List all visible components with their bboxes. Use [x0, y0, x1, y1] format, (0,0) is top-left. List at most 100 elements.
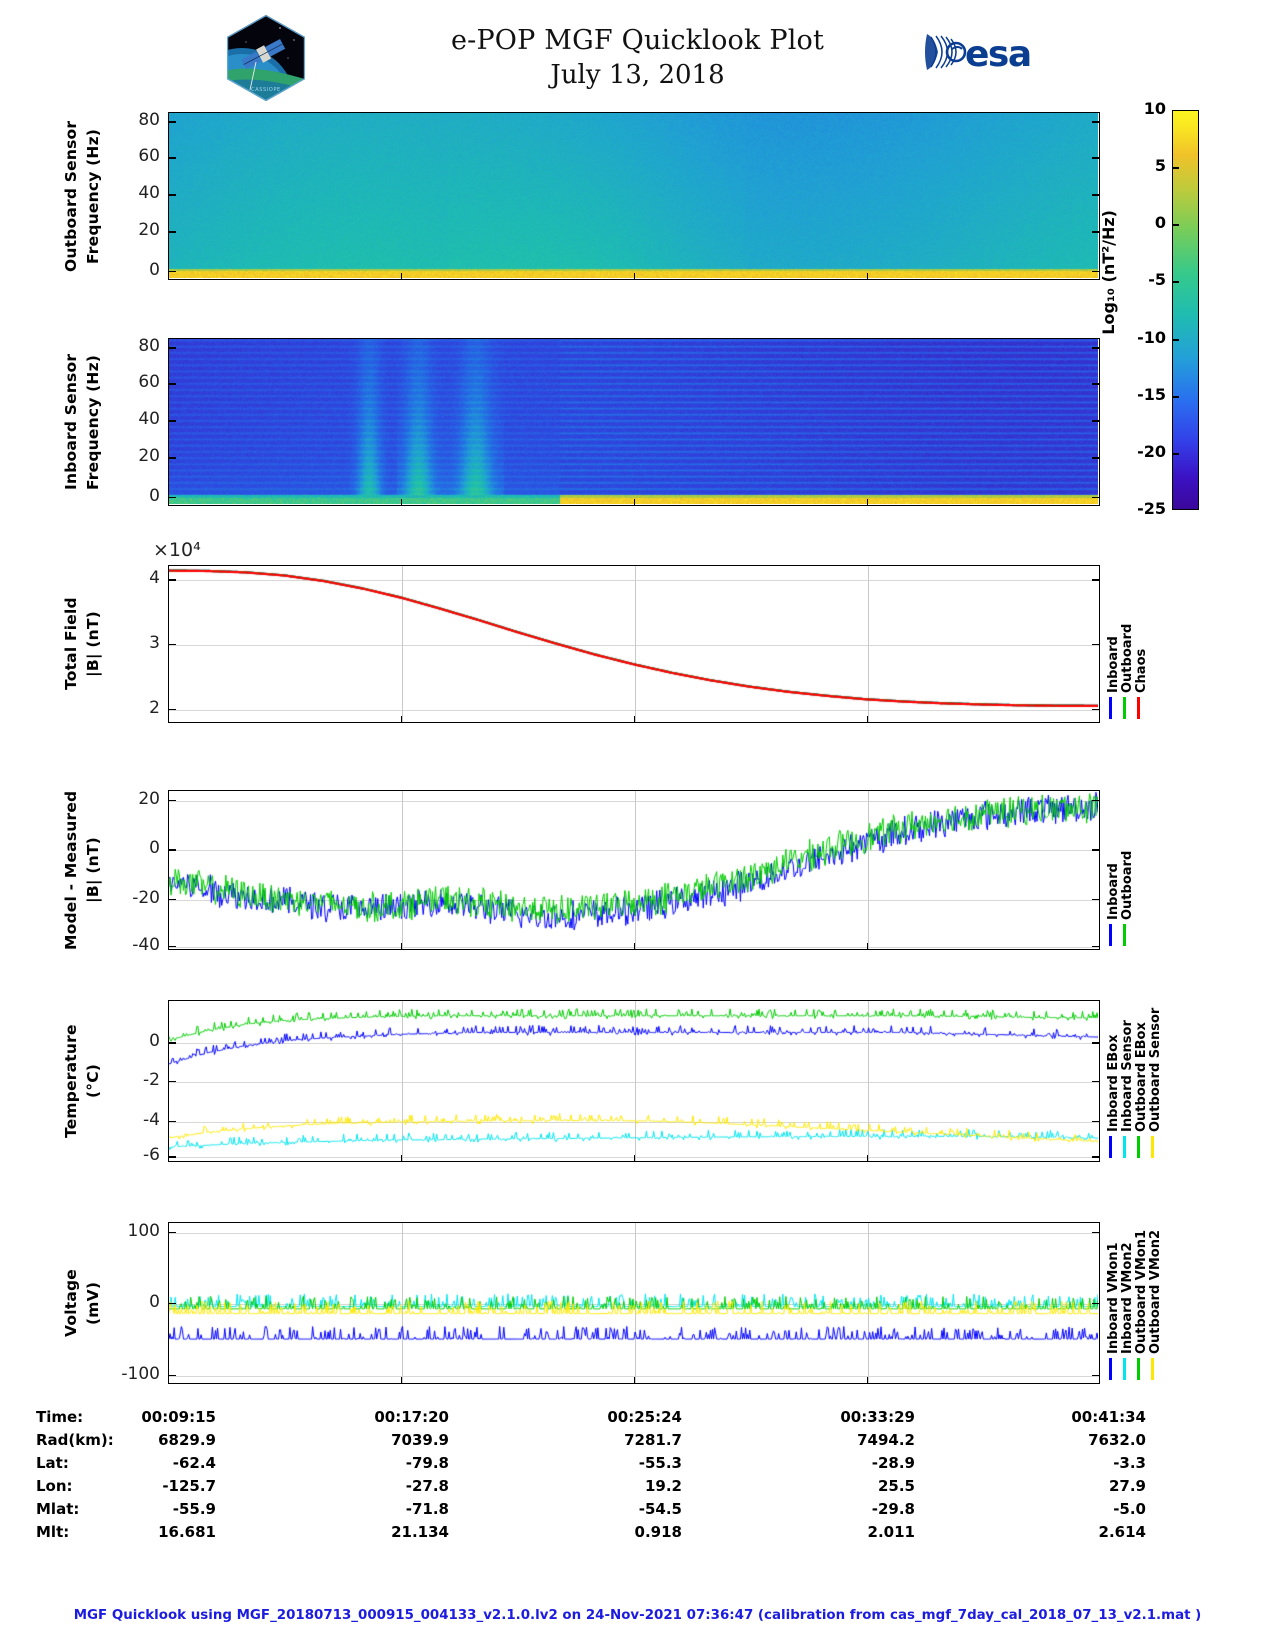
model-minus-measured-legend-label: Inboard — [1106, 863, 1121, 920]
voltage-ytick-mark — [168, 1303, 176, 1305]
temperature-legend-swatch — [1123, 1136, 1126, 1158]
colorbar-tick-mark — [1172, 281, 1179, 284]
model-minus-measured-legend-label: Outboard — [1120, 850, 1135, 920]
xtick-mark — [867, 499, 869, 506]
xtick-mark — [401, 1377, 403, 1384]
total-field-legend-label: Inboard — [1106, 636, 1121, 693]
inboard-spectrogram-ylabel-line2: Frequency (Hz) — [84, 354, 102, 490]
outboard-spectrogram-axes — [168, 112, 1100, 280]
outboard-spectrogram-ytick-mark — [168, 121, 176, 123]
ephemeris-value: 7632.0 — [1088, 1431, 1146, 1449]
model-minus-measured-ytick-mark — [1092, 946, 1100, 948]
inboard-spectrogram-ytick-mark — [168, 496, 176, 499]
ephemeris-value: 00:25:24 — [607, 1408, 682, 1426]
total-field-legend-swatch — [1137, 697, 1140, 719]
esa-logo-icon: esa — [925, 30, 1045, 75]
voltage-legend-label: Outboard VMon1 — [1134, 1229, 1149, 1354]
model-minus-measured-trace-canvas — [169, 791, 1098, 948]
outboard-spectrogram-ytick-label: 60 — [138, 146, 160, 167]
colorbar-tick-label: -5 — [1148, 270, 1166, 290]
total-field-legend-label: Chaos — [1134, 648, 1149, 693]
temperature-ytick-label: -6 — [143, 1145, 160, 1166]
voltage-ytick-label: 100 — [127, 1220, 160, 1241]
ephemeris-value: -3.3 — [1113, 1454, 1146, 1472]
ephemeris-value: 27.9 — [1108, 1477, 1146, 1495]
xtick-mark — [867, 943, 869, 950]
voltage-axes — [168, 1222, 1100, 1384]
model-minus-measured-ytick-mark — [168, 946, 176, 948]
footer-note: MGF Quicklook using MGF_20180713_000915_… — [73, 1608, 1202, 1623]
model-minus-measured-legend-swatch — [1109, 924, 1112, 946]
xtick-mark — [401, 499, 403, 506]
temperature-ylabel-line1: Temperature — [62, 1024, 80, 1138]
total-field-ytick-label: 2 — [149, 697, 160, 718]
temperature-ytick-label: -4 — [143, 1109, 160, 1130]
ephemeris-value: -79.8 — [405, 1454, 449, 1472]
inboard-spectrogram-ytick-mark — [168, 383, 176, 385]
ephemeris-value: 00:09:15 — [141, 1408, 216, 1426]
outboard-spectrogram-ytick-mark — [1092, 194, 1100, 196]
ephemeris-value: 7039.9 — [391, 1431, 449, 1449]
model-minus-measured-ytick-mark — [168, 799, 176, 801]
ephemeris-value: 7281.7 — [624, 1431, 682, 1449]
total-field-ylabel-line1: Total Field — [62, 597, 80, 691]
outboard-spectrogram-ytick-mark — [168, 231, 176, 233]
temperature-ytick-mark — [1092, 1042, 1100, 1044]
ephemeris-value: 2.614 — [1098, 1523, 1146, 1541]
ephemeris-value: -55.3 — [638, 1454, 682, 1472]
outboard-spectrogram-ylabel-line1: Outboard Sensor — [62, 120, 80, 272]
ephemeris-value: 00:33:29 — [840, 1408, 915, 1426]
temperature-axes — [168, 1000, 1100, 1162]
model-minus-measured-ytick-label: 0 — [149, 838, 160, 859]
xtick-mark — [634, 273, 636, 280]
ephemeris-row-label: Mlat: — [36, 1500, 80, 1518]
model-minus-measured-legend-swatch — [1123, 924, 1126, 946]
colorbar-tick-label: -15 — [1137, 384, 1166, 404]
ephemeris-row: Mlt: 16.681 21.134 0.918 2.011 2.614 — [0, 1523, 1275, 1546]
model-minus-measured-ytick-mark — [1092, 799, 1100, 801]
voltage-legend-swatch — [1137, 1358, 1140, 1380]
temperature-ytick-label: 0 — [149, 1031, 160, 1052]
ephemeris-value: -62.4 — [172, 1454, 216, 1472]
xtick-mark — [401, 273, 403, 280]
colorbar-tick-mark — [1172, 338, 1179, 341]
inboard-spectrogram-ytick-mark — [1092, 383, 1100, 385]
outboard-spectrogram-ytick-label: 40 — [138, 183, 160, 204]
temperature-legend-label: Inboard EBox — [1106, 1034, 1121, 1132]
outboard-spectrogram-ytick-mark — [168, 194, 176, 196]
ephemeris-value: 7494.2 — [857, 1431, 915, 1449]
ephemeris-table: Time: 00:09:15 00:17:20 00:25:24 00:33:29 00:… — [0, 1408, 1275, 1546]
voltage-ytick-mark — [1092, 1375, 1100, 1377]
ephemeris-value: -125.7 — [162, 1477, 216, 1495]
colorbar-tick-label: 0 — [1154, 213, 1166, 233]
total-field-ytick-mark — [168, 708, 176, 711]
voltage-legend-label: Inboard VMon2 — [1120, 1242, 1135, 1354]
total-field-trace-canvas — [169, 566, 1098, 721]
total-field-ytick-mark — [1092, 708, 1100, 711]
xtick-mark — [634, 716, 636, 723]
colorbar-tick-mark — [1172, 167, 1179, 170]
colorbar-tick-label: -10 — [1137, 327, 1166, 347]
ephemeris-row-label: Lat: — [36, 1454, 69, 1472]
voltage-ytick-mark — [1092, 1231, 1100, 1234]
colorbar-tick-mark — [1172, 452, 1179, 455]
ephemeris-row-label: Lon: — [36, 1477, 73, 1495]
inboard-spectrogram-ytick-label: 40 — [138, 409, 160, 430]
temperature-legend-swatch — [1109, 1136, 1112, 1158]
voltage-ytick-mark — [1092, 1303, 1100, 1305]
temperature-legend-swatch — [1137, 1136, 1140, 1158]
model-minus-measured-ytick-mark — [168, 898, 176, 901]
xtick-mark — [867, 716, 869, 723]
xtick-mark — [867, 1377, 869, 1384]
ephemeris-row: Mlat: -55.9 -71.8 -54.5 -29.8 -5.0 — [0, 1500, 1275, 1523]
outboard-spectrogram-ytick-mark — [1092, 270, 1100, 273]
colorbar-tick-label: 10 — [1143, 99, 1166, 118]
voltage-legend-label: Inboard VMon1 — [1106, 1242, 1121, 1354]
ephemeris-value: -55.9 — [172, 1500, 216, 1518]
outboard-spectrogram-ytick-mark — [1092, 231, 1100, 233]
voltage-ytick-label: -100 — [121, 1364, 160, 1385]
ephemeris-row-label: Mlt: — [36, 1523, 70, 1541]
outboard-spectrogram-ylabel-line2: Frequency (Hz) — [84, 128, 102, 264]
total-field-exponent-label: ×10⁴ — [153, 539, 201, 561]
inboard-spectrogram-ytick-label: 20 — [138, 446, 160, 467]
